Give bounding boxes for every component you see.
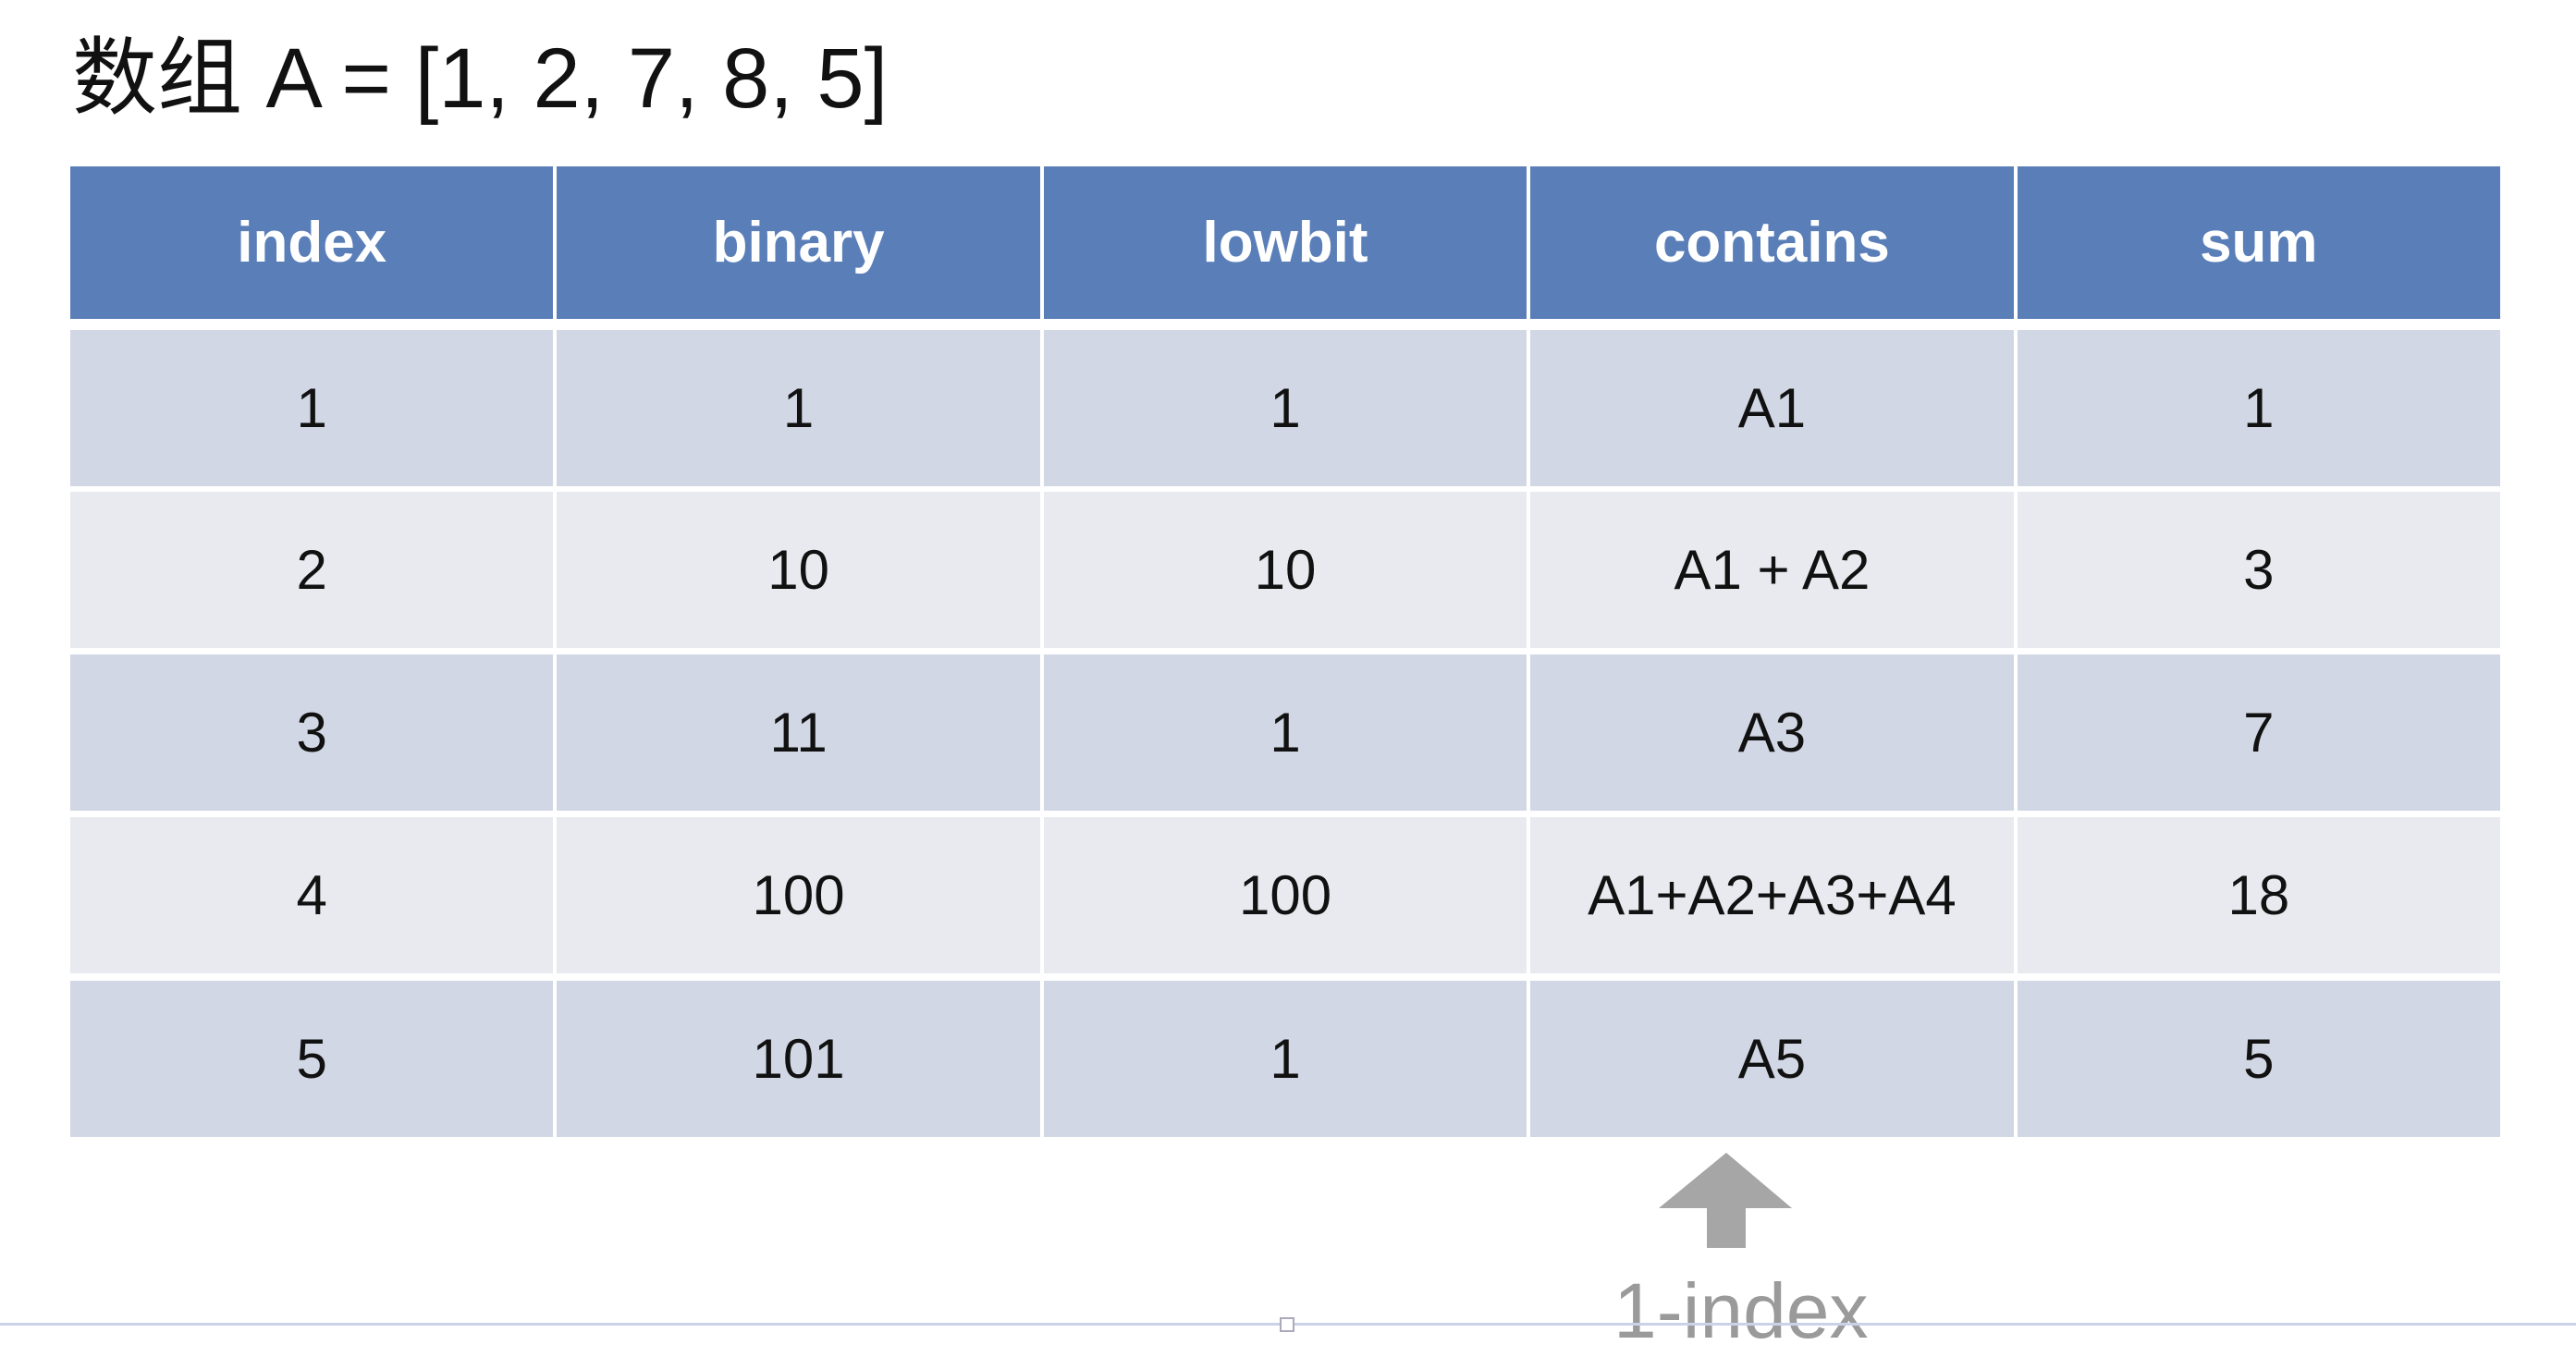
header-binary: binary [557,166,1040,319]
cell-sum: 18 [2017,817,2501,973]
cell-sum: 3 [2017,492,2501,648]
table-row: 2 10 10 A1 + A2 3 [70,492,2501,648]
cell-lowbit: 10 [1043,492,1527,648]
cell-binary: 101 [557,981,1040,1137]
cell-contains: A5 [1530,981,2014,1137]
cell-index: 5 [70,981,554,1137]
arrow-up-icon [1659,1153,1792,1248]
table-header: index binary lowbit contains sum [70,166,2501,319]
cell-sum: 7 [2017,654,2501,811]
cell-contains: A1 [1530,330,2014,486]
cell-binary: 1 [557,330,1040,486]
cell-lowbit: 1 [1043,654,1527,811]
annotation-label: 1-index [1613,1267,1869,1354]
cell-index: 2 [70,492,554,648]
resize-handle[interactable] [1280,1317,1294,1332]
cell-sum: 1 [2017,330,2501,486]
cell-index: 1 [70,330,554,486]
cell-lowbit: 100 [1043,817,1527,973]
table-row: 3 11 1 A3 7 [70,654,2501,811]
header-index: index [70,166,554,319]
table-row: 4 100 100 A1+A2+A3+A4 18 [70,817,2501,973]
cell-sum: 5 [2017,981,2501,1137]
header-lowbit: lowbit [1043,166,1527,319]
cell-contains: A3 [1530,654,2014,811]
cell-binary: 100 [557,817,1040,973]
cell-index: 4 [70,817,554,973]
header-sum: sum [2017,166,2501,319]
cell-binary: 11 [557,654,1040,811]
table-row: 5 101 1 A5 5 [70,981,2501,1137]
table-row: 1 1 1 A1 1 [70,330,2501,486]
header-contains: contains [1530,166,2014,319]
cell-lowbit: 1 [1043,981,1527,1137]
cell-binary: 10 [557,492,1040,648]
cell-contains: A1 + A2 [1530,492,2014,648]
cell-contains: A1+A2+A3+A4 [1530,817,2014,973]
cell-index: 3 [70,654,554,811]
cell-lowbit: 1 [1043,330,1527,486]
page-title: 数组 A = [1, 2, 7, 8, 5] [72,31,889,126]
